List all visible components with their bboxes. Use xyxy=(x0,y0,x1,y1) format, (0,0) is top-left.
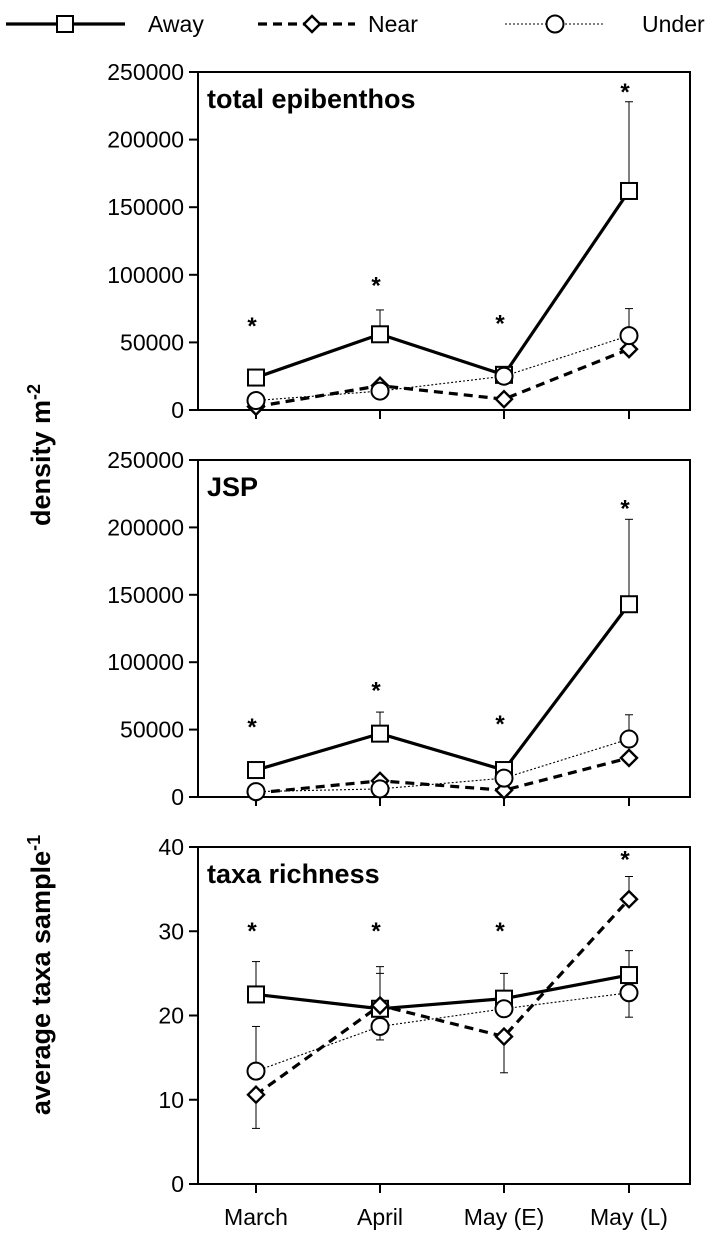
legend-label-near: Near xyxy=(368,11,418,37)
significance-marker: * xyxy=(620,846,630,873)
panel-title: taxa richness xyxy=(207,859,380,889)
legend: Away Near Under xyxy=(6,11,705,37)
y-tick-label: 100000 xyxy=(107,649,184,675)
point-under xyxy=(619,729,639,749)
y-tick-label: 250000 xyxy=(107,59,184,85)
legend-label-under: Under xyxy=(642,11,705,37)
point-near xyxy=(619,748,639,768)
plot-frame xyxy=(197,846,691,1185)
point-under xyxy=(494,768,514,788)
y-tick-label: 250000 xyxy=(107,447,184,473)
y-tick-label: 0 xyxy=(171,1171,184,1197)
legend-marker-near xyxy=(302,14,322,34)
x-tick-label: May (E) xyxy=(464,1204,545,1230)
y-tick-label: 50000 xyxy=(120,329,184,355)
legend-marker-away xyxy=(56,15,74,33)
x-tick-label: May (L) xyxy=(590,1204,668,1230)
y-tick-label: 100000 xyxy=(107,262,184,288)
series-line-under xyxy=(255,738,630,793)
point-away xyxy=(247,985,265,1004)
point-away xyxy=(371,325,389,344)
legend-item-near: Near xyxy=(258,11,418,37)
plot-frame xyxy=(197,459,691,798)
point-under xyxy=(494,999,514,1019)
point-away xyxy=(620,966,638,985)
point-near xyxy=(246,1084,266,1105)
point-near xyxy=(619,339,639,359)
y-tick-label: 10 xyxy=(158,1087,184,1113)
panel-title: total epibenthos xyxy=(207,84,416,114)
significance-marker: * xyxy=(247,714,257,741)
point-away xyxy=(620,595,638,614)
significance-marker: * xyxy=(495,711,505,738)
panel-taxa-richness: 0 10 20 30 40 March April May (E) May (L) taxa ri… xyxy=(158,834,691,1230)
point-under xyxy=(619,326,639,346)
series-line-under xyxy=(255,335,630,402)
y-tick-label: 150000 xyxy=(107,582,184,608)
significance-marker: * xyxy=(620,495,630,522)
point-under xyxy=(370,381,390,401)
point-near xyxy=(619,889,639,909)
significance-marker: * xyxy=(495,310,505,337)
y-tick-label: 40 xyxy=(158,834,184,860)
point-away xyxy=(620,181,638,200)
point-away xyxy=(371,724,389,743)
significance-marker: * xyxy=(495,918,505,945)
significance-marker: * xyxy=(371,273,381,300)
series-line-under xyxy=(255,992,630,1072)
y-tick-label: 200000 xyxy=(107,127,184,153)
significance-marker: * xyxy=(371,677,381,704)
legend-item-under: Under xyxy=(505,11,705,37)
series-line-away xyxy=(255,190,631,380)
point-under xyxy=(619,983,639,1003)
point-under xyxy=(370,779,390,799)
legend-label-away: Away xyxy=(148,11,204,37)
panel-title: JSP xyxy=(207,472,258,502)
y-tick-label: 0 xyxy=(171,784,184,810)
series-line-near xyxy=(255,898,631,1096)
point-under xyxy=(494,366,514,386)
point-away xyxy=(247,761,265,780)
significance-marker: * xyxy=(247,313,257,340)
legend-marker-under xyxy=(545,14,565,34)
point-away xyxy=(247,368,265,387)
panel-total-epibenthos: 0 50000 100000 150000 200000 250000 total epib… xyxy=(107,59,691,423)
point-under xyxy=(370,1016,390,1036)
legend-item-away: Away xyxy=(6,11,204,37)
point-near xyxy=(370,995,390,1016)
x-tick-label: April xyxy=(357,1204,403,1230)
x-tick-label: March xyxy=(224,1204,288,1230)
point-near xyxy=(494,1026,514,1047)
series-line-away xyxy=(255,603,631,772)
y-tick-label: 200000 xyxy=(107,514,184,540)
point-under xyxy=(246,782,266,802)
series-line-near xyxy=(255,756,630,795)
plot-frame xyxy=(197,71,691,411)
panel-jsp: 0 50000 100000 150000 200000 250000 JSP * * * * xyxy=(107,447,691,810)
y-tick-label: 30 xyxy=(158,918,184,944)
series-line-away xyxy=(255,973,630,1011)
y-tick-label: 20 xyxy=(158,1003,184,1029)
significance-marker: * xyxy=(371,918,381,945)
y-axis-label-taxa: average taxa sample-1 xyxy=(24,835,56,1115)
point-near xyxy=(494,389,514,409)
point-under xyxy=(246,1061,266,1081)
series-line-near xyxy=(255,347,630,409)
y-tick-label: 0 xyxy=(171,397,184,423)
y-tick-label: 150000 xyxy=(107,194,184,220)
y-axis-label-density: density m-2 xyxy=(24,384,56,526)
significance-marker: * xyxy=(620,79,630,106)
point-under xyxy=(246,391,266,411)
significance-marker: * xyxy=(247,918,257,945)
y-tick-label: 50000 xyxy=(120,717,184,743)
